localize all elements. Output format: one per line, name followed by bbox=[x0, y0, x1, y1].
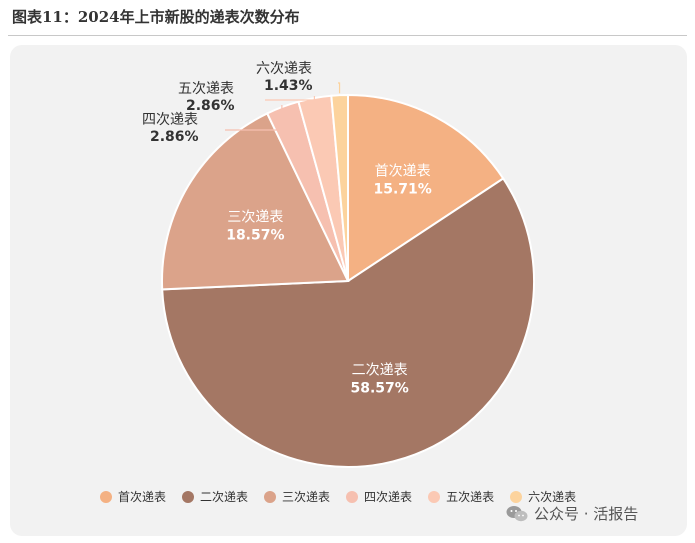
slice-value-2: 58.57% bbox=[350, 380, 408, 396]
slice-value-4: 2.86% bbox=[150, 129, 199, 145]
legend-label: 四次递表 bbox=[364, 490, 413, 504]
legend-label: 六次递表 bbox=[528, 490, 577, 504]
legend-label: 首次递表 bbox=[118, 490, 167, 504]
slice-label-5: 五次递表 bbox=[178, 81, 234, 97]
slice-label-3: 三次递表 bbox=[227, 210, 283, 226]
watermark-text: 公众号 · 活报告 bbox=[534, 505, 639, 523]
slice-value-6: 1.43% bbox=[264, 78, 313, 94]
legend-item-3: 三次递表 bbox=[264, 488, 330, 505]
legend-swatch bbox=[510, 490, 523, 503]
legend-item-5: 五次递表 bbox=[428, 488, 494, 505]
legend-item-6: 六次递表 bbox=[510, 488, 576, 505]
legend-label: 三次递表 bbox=[282, 490, 331, 504]
legend-swatch bbox=[264, 490, 277, 503]
slice-label-4: 四次递表 bbox=[142, 112, 198, 128]
chart-title: 图表11：2024年上市新股的递表次数分布 bbox=[12, 8, 300, 26]
slice-value-1: 15.71% bbox=[373, 181, 431, 197]
legend-swatch bbox=[346, 490, 359, 503]
legend-swatch bbox=[182, 490, 195, 503]
legend-swatch bbox=[428, 490, 441, 503]
leader-line-5 bbox=[265, 96, 315, 101]
slice-value-5: 2.86% bbox=[186, 98, 235, 114]
legend-label: 五次递表 bbox=[446, 490, 495, 504]
pie-slice-1 bbox=[347, 93, 505, 283]
wechat-icon bbox=[506, 505, 528, 521]
watermark: 公众号 · 活报告 bbox=[506, 503, 638, 524]
leader-line-4 bbox=[225, 105, 283, 131]
slice-label-2: 二次递表 bbox=[352, 362, 408, 378]
legend-item-2: 二次递表 bbox=[182, 488, 248, 505]
pie-slice-6 bbox=[330, 93, 349, 282]
slice-label-1: 首次递表 bbox=[375, 163, 431, 179]
title-divider bbox=[8, 35, 687, 36]
legend: 首次递表 二次递表 三次递表 四次递表 五次递表 六次递表 bbox=[100, 488, 576, 505]
leader-line-6 bbox=[338, 82, 341, 94]
legend-item-1: 首次递表 bbox=[100, 488, 166, 505]
legend-label: 二次递表 bbox=[200, 490, 249, 504]
slice-label-6: 六次递表 bbox=[256, 61, 312, 77]
legend-item-4: 四次递表 bbox=[346, 488, 412, 505]
pie-slice-3 bbox=[161, 112, 350, 291]
legend-swatch bbox=[100, 490, 112, 503]
pie-slice-2 bbox=[161, 177, 535, 468]
slice-value-3: 18.57% bbox=[226, 228, 284, 244]
